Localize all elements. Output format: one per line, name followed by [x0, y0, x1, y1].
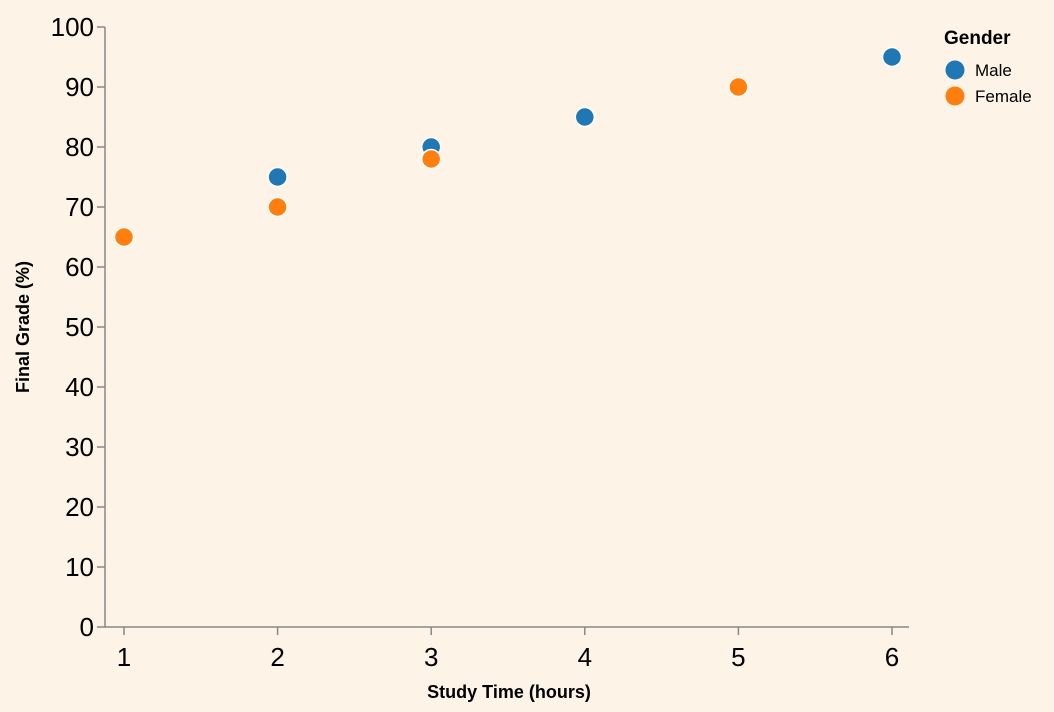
x-axis-title: Study Time (hours): [427, 682, 591, 702]
data-point-female: [267, 196, 288, 218]
legend: Gender Male Female: [944, 28, 1032, 106]
x-tick-label: 5: [731, 642, 745, 672]
x-tick-label: 3: [424, 642, 438, 672]
data-point-female: [728, 76, 749, 98]
data-points: [113, 46, 903, 248]
y-tick-label: 100: [51, 12, 94, 42]
legend-symbol-male: [945, 60, 965, 80]
data-point-male: [881, 46, 903, 68]
y-tick-label: 40: [65, 372, 94, 402]
data-point-female: [113, 226, 135, 248]
y-tick-label: 0: [80, 612, 94, 642]
data-point-male: [267, 166, 288, 188]
data-point-female: [420, 148, 442, 170]
x-axis: 1 2 3 4 5 6: [105, 626, 909, 672]
legend-label-female: Female: [975, 87, 1032, 106]
legend-label-male: Male: [975, 61, 1012, 80]
y-tick-label: 80: [65, 132, 94, 162]
y-tick-label: 20: [65, 492, 94, 522]
y-tick-label: 70: [65, 192, 94, 222]
x-tick-label: 1: [117, 642, 131, 672]
y-tick-label: 10: [65, 552, 94, 582]
y-tick-label: 60: [65, 252, 94, 282]
legend-symbol-female: [945, 86, 965, 106]
y-tick-label: 50: [65, 312, 94, 342]
data-point-male: [574, 106, 596, 128]
y-axis-title: Final Grade (%): [13, 261, 33, 393]
y-tick-label: 90: [65, 72, 94, 102]
x-tick-label: 6: [885, 642, 899, 672]
y-tick-label: 30: [65, 432, 94, 462]
y-axis: 0 10 20 30 40 50 60 70 80 90 100: [51, 12, 106, 642]
legend-title: Gender: [944, 28, 1011, 49]
x-tick-label: 4: [578, 642, 592, 672]
x-tick-label: 2: [270, 642, 284, 672]
